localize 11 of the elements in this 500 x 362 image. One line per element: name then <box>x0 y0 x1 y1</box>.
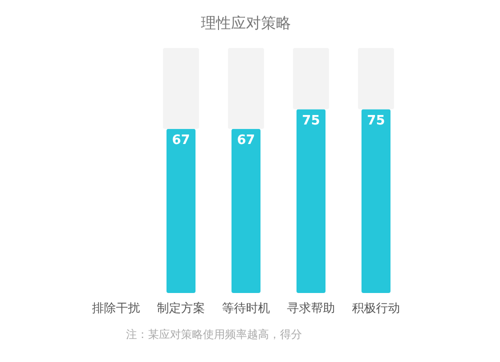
data-label: 75 <box>366 113 386 128</box>
data-label: 75 <box>302 113 320 128</box>
data-label: 67 <box>236 132 256 148</box>
category: 积极行动 <box>352 301 400 315</box>
category: 排除干扰 <box>92 301 140 315</box>
category: 寻求帮助 <box>287 301 335 315</box>
title: 理性应对策略 <box>201 14 291 32</box>
data-label: 67 <box>172 132 190 148</box>
category: 制定方案 <box>157 301 205 315</box>
annotation: 注：某应对策略使用频率越高，得分 <box>126 328 302 341</box>
category: 等待时机 <box>222 301 270 315</box>
